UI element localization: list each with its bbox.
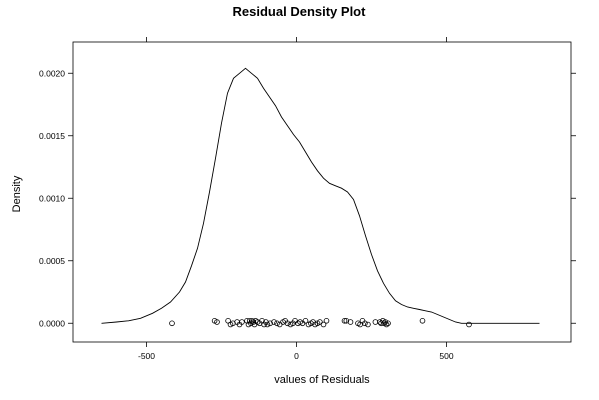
rug-point	[239, 319, 245, 325]
rug-point	[274, 320, 280, 327]
y-tick-label: 0.0005	[39, 256, 65, 266]
rug-points	[169, 317, 472, 328]
y-tick-label: 0.0000	[39, 318, 65, 328]
rug-point	[264, 321, 271, 328]
rug-point	[365, 321, 371, 328]
rug-point	[383, 321, 390, 328]
x-tick-label: -500	[138, 351, 155, 361]
y-tick-label: 0.0015	[39, 131, 65, 141]
y-axis: 0.0000 0.0005 0.0010 0.0015 0.0020	[39, 68, 576, 328]
rug-point	[323, 317, 330, 324]
x-tick-label: 500	[439, 351, 453, 361]
density-curve	[101, 67, 540, 324]
rug-point	[267, 320, 273, 327]
plot-frame	[72, 41, 572, 343]
rug-point	[362, 320, 368, 327]
rug-point	[385, 320, 391, 327]
y-tick-label: 0.0010	[39, 193, 65, 203]
rug-point	[284, 320, 291, 327]
rug-point	[271, 319, 277, 325]
rug-point	[419, 317, 426, 324]
rug-point	[214, 319, 220, 325]
rug-point	[347, 319, 354, 325]
rug-point	[302, 317, 309, 324]
x-axis-label: values of Residuals	[274, 374, 370, 386]
chart-title: Residual Density Plot	[233, 4, 367, 19]
y-axis-label: Density	[11, 175, 23, 212]
x-tick-label: 0	[294, 351, 299, 361]
rug-point	[372, 319, 379, 325]
rug-point	[466, 321, 472, 328]
x-axis: -500 0 500	[138, 37, 454, 361]
y-tick-label: 0.0020	[39, 68, 65, 78]
rug-point	[341, 317, 348, 324]
rug-point	[169, 320, 175, 327]
rug-point	[320, 321, 327, 328]
